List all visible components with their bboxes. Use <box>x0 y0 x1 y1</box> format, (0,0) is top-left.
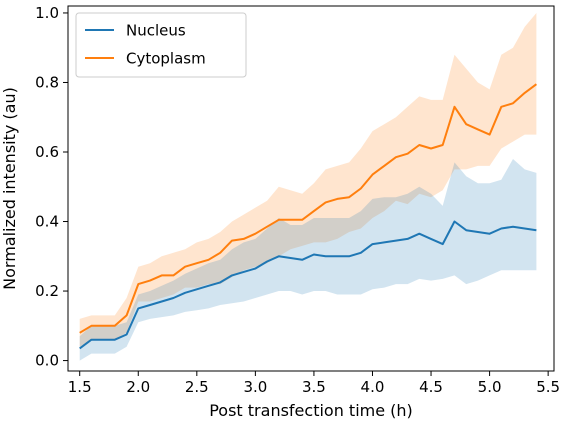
y-tick-label: 0.6 <box>35 143 59 161</box>
y-axis-label: Normalized intensity (au) <box>0 87 19 290</box>
x-tick-label: 2.0 <box>126 378 150 396</box>
series-lines <box>79 83 537 350</box>
legend-label-nucleus: Nucleus <box>126 22 186 40</box>
y-tick-label: 0.4 <box>35 213 59 231</box>
x-tick-label: 5.0 <box>478 378 502 396</box>
x-tick-label: 4.5 <box>419 378 443 396</box>
legend: Nucleus Cytoplasm <box>75 12 247 78</box>
legend-label-cytoplasm: Cytoplasm <box>126 50 206 68</box>
x-tick-label: 2.5 <box>185 378 209 396</box>
x-tick-label: 4.0 <box>361 378 385 396</box>
x-tick-label: 3.5 <box>302 378 326 396</box>
cytoplasm-series-line <box>79 83 537 334</box>
x-tick-label: 1.5 <box>68 378 92 396</box>
y-axis-ticks: 0.0 0.2 0.4 0.6 0.8 1.0 <box>35 4 68 370</box>
x-tick-label: 3.0 <box>243 378 267 396</box>
x-tick-label: 5.5 <box>536 378 560 396</box>
legend-box <box>75 12 247 78</box>
nucleus-series-line <box>79 220 537 350</box>
y-tick-label: 0.8 <box>35 73 59 91</box>
y-tick-label: 0.0 <box>35 352 59 370</box>
x-axis-ticks: 1.5 2.0 2.5 3.0 3.5 4.0 4.5 5.0 5.5 <box>68 371 560 396</box>
y-tick-label: 0.2 <box>35 282 59 300</box>
y-tick-label: 1.0 <box>35 4 59 22</box>
x-axis-label: Post transfection time (h) <box>209 401 413 420</box>
nucleus-confidence-band <box>79 159 537 361</box>
plot-area-frame <box>67 5 555 372</box>
